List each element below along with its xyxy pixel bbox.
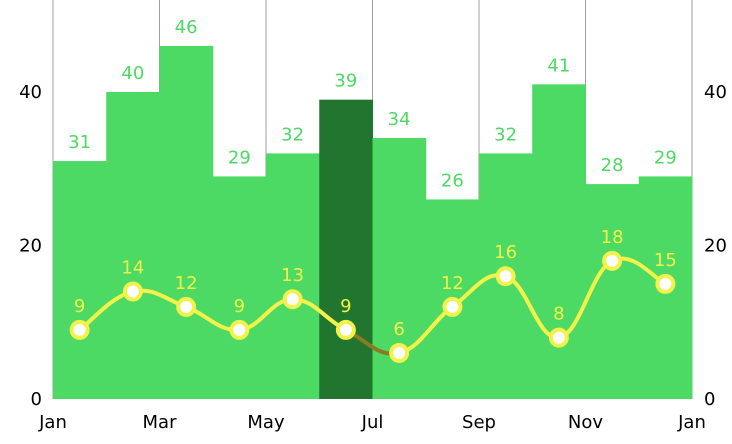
x-tick-label: Jan [677, 412, 706, 433]
line-point [655, 273, 676, 294]
bar [532, 84, 586, 399]
bar-value-label: 40 [121, 63, 144, 84]
line-point [389, 342, 410, 363]
x-tick-label: Nov [568, 412, 603, 433]
data-labels: 31 40 46 29 32 39 34 26 32 41 28 29 9 14 12 9 13 9 6 12 16 8 1… [68, 17, 677, 340]
x-tick-label: Jan [38, 412, 67, 433]
line-value-label: 16 [494, 242, 517, 263]
line-point [548, 327, 569, 348]
y-tick-label-left: 0 [31, 389, 42, 410]
bar [319, 99, 373, 400]
x-tick-label: Jul [361, 412, 384, 433]
line-point [229, 319, 250, 340]
bar-value-label: 31 [68, 132, 91, 153]
x-tick-label: Sep [462, 412, 496, 433]
bar-value-label: 41 [547, 55, 570, 76]
y-tick-label-right: 20 [704, 236, 727, 257]
line-value-label: 13 [281, 265, 304, 286]
line-value-label: 9 [340, 296, 351, 317]
bar-value-label: 32 [494, 124, 517, 145]
line-value-label: 9 [234, 296, 245, 317]
bar-value-label: 29 [228, 147, 251, 168]
bar-value-label: 28 [601, 155, 624, 176]
bar-value-label: 29 [654, 147, 677, 168]
line-points [69, 250, 676, 363]
line-value-label: 12 [175, 273, 198, 294]
line-point [495, 266, 516, 287]
bar [106, 92, 160, 399]
line-point [69, 319, 90, 340]
bar-value-label: 34 [388, 109, 411, 130]
bar [159, 45, 214, 399]
bar [53, 161, 107, 399]
bar-value-label: 26 [441, 170, 464, 191]
y-tick-label-right: 0 [704, 389, 715, 410]
line-value-label: 9 [74, 296, 85, 317]
bar-value-label: 39 [334, 71, 357, 92]
line-value-label: 12 [441, 273, 464, 294]
line-point [442, 296, 463, 317]
bar-series [53, 45, 693, 400]
x-tick-label: May [247, 412, 285, 433]
x-tick-label: Mar [143, 412, 178, 433]
y-tick-label-left: 40 [19, 82, 42, 103]
line-value-label: 8 [553, 304, 564, 325]
line-value-label: 15 [654, 250, 677, 271]
bar [585, 184, 640, 399]
line-point [335, 319, 356, 340]
line-point [602, 250, 623, 271]
line-point [282, 289, 303, 310]
bar [212, 176, 267, 399]
bar [266, 153, 320, 399]
bar-value-label: 32 [281, 124, 304, 145]
axes: 0 0 20 20 40 40 Jan Mar May Jul Sep Nov Jan [19, 82, 727, 433]
y-tick-label-right: 40 [704, 82, 727, 103]
line-point [122, 281, 143, 302]
line-value-label: 6 [393, 319, 404, 340]
bar-value-label: 46 [175, 17, 198, 38]
line-point [176, 296, 197, 317]
line-value-label: 14 [121, 258, 144, 279]
y-tick-label-left: 20 [19, 236, 42, 257]
line-value-label: 18 [601, 227, 624, 248]
